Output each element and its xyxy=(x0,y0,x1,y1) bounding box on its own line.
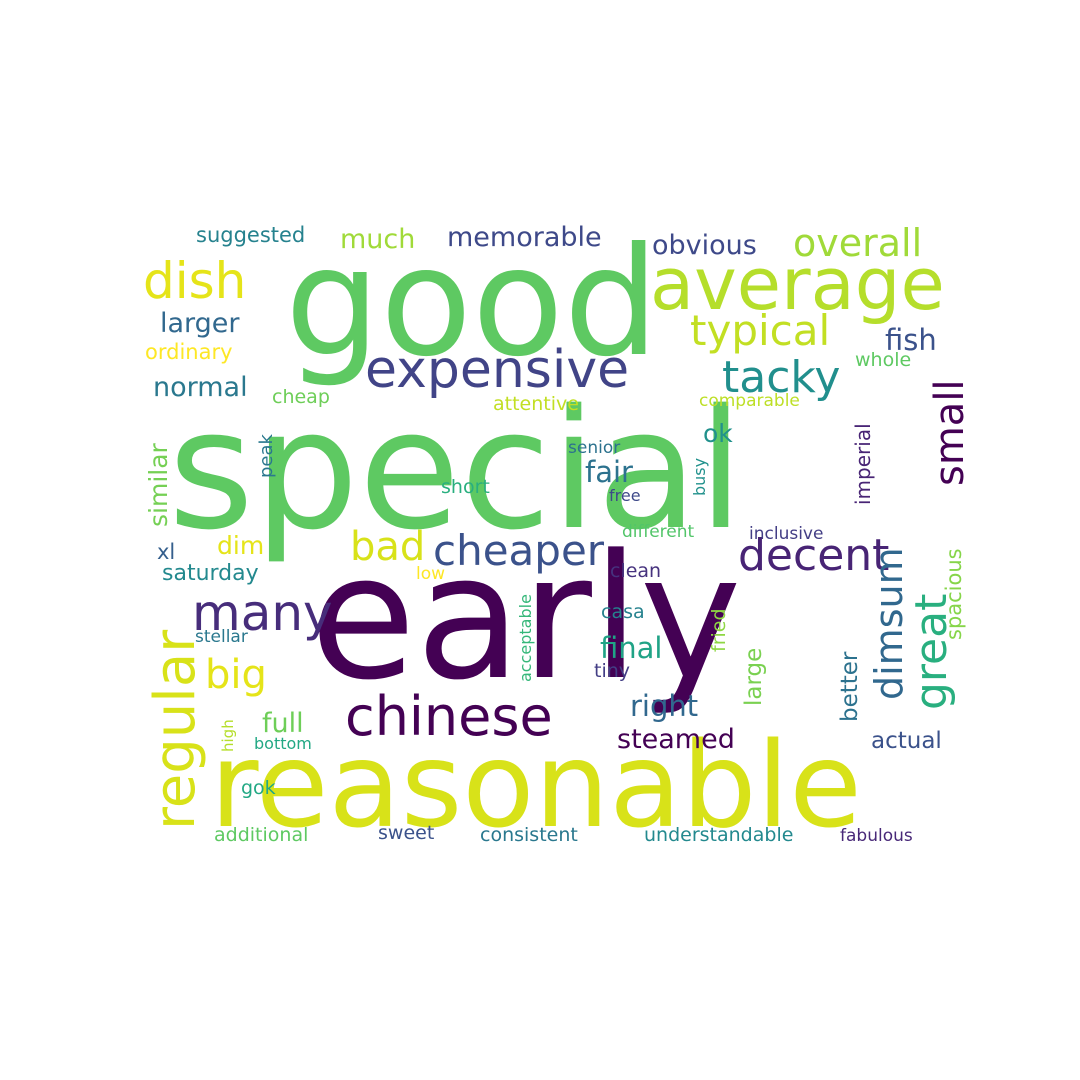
word-sweet: sweet xyxy=(378,822,435,844)
word-gok: gok xyxy=(241,777,276,799)
word-additional: additional xyxy=(214,824,309,846)
word-xl: xl xyxy=(157,540,176,564)
word-fabulous: fabulous xyxy=(840,826,913,846)
word-average: average xyxy=(650,242,945,326)
word-fair: fair xyxy=(585,455,633,489)
word-special: special xyxy=(168,374,744,566)
word-similar: similar xyxy=(144,443,173,527)
word-cheaper: cheaper xyxy=(433,526,605,575)
word-good: good xyxy=(285,216,659,390)
word-bad: bad xyxy=(350,524,426,570)
word-busy: busy xyxy=(690,457,709,496)
word-dim: dim xyxy=(217,531,265,560)
word-better: better xyxy=(837,651,863,722)
word-bottom: bottom xyxy=(254,734,312,753)
word-expensive: expensive xyxy=(365,340,630,400)
word-comparable: comparable xyxy=(699,391,800,411)
word-fried: fried xyxy=(708,608,730,652)
word-chinese: chinese xyxy=(345,685,553,748)
word-low: low xyxy=(416,564,446,584)
word-cheap: cheap xyxy=(272,386,330,408)
word-peak: peak xyxy=(256,434,277,478)
word-tiny: tiny xyxy=(594,660,631,682)
word-free: free xyxy=(609,486,641,505)
word-final: final xyxy=(600,631,663,665)
word-inclusive: inclusive xyxy=(749,524,824,544)
word-obvious: obvious xyxy=(652,230,757,261)
word-dish: dish xyxy=(143,252,247,310)
word-normal: normal xyxy=(153,372,248,403)
word-whole: whole xyxy=(855,349,912,371)
word-fish: fish xyxy=(885,323,937,357)
word-suggested: suggested xyxy=(196,223,306,247)
word-acceptable: acceptable xyxy=(516,594,535,682)
word-right: right xyxy=(630,689,699,723)
word-high: high xyxy=(219,719,237,752)
word-attentive: attentive xyxy=(493,393,579,415)
word-imperial: imperial xyxy=(851,423,875,505)
word-consistent: consistent xyxy=(480,824,578,846)
word-much: much xyxy=(340,224,416,255)
word-steamed: steamed xyxy=(617,724,735,755)
word-spacious: spacious xyxy=(942,548,966,640)
word-reasonable: reasonable xyxy=(210,716,862,854)
word-stellar: stellar xyxy=(195,627,248,647)
word-decent: decent xyxy=(738,530,890,581)
word-tacky: tacky xyxy=(722,352,841,403)
word-understandable: understandable xyxy=(644,824,794,846)
word-senior: senior xyxy=(568,438,621,458)
word-small: small xyxy=(927,379,973,486)
word-actual: actual xyxy=(871,728,942,754)
word-typical: typical xyxy=(690,306,831,355)
word-overall: overall xyxy=(793,221,923,265)
word-big: big xyxy=(205,652,267,698)
word-larger: larger xyxy=(160,308,240,339)
word-ok: ok xyxy=(703,419,733,448)
word-full: full xyxy=(262,708,304,739)
word-clean: clean xyxy=(610,560,662,582)
word-regular: regular xyxy=(143,629,208,830)
word-early: early xyxy=(310,517,742,718)
word-short: short xyxy=(441,476,490,498)
word-ordinary: ordinary xyxy=(145,340,233,364)
word-large: large xyxy=(741,647,767,706)
word-saturday: saturday xyxy=(162,561,259,586)
word-different: different xyxy=(622,522,695,542)
word-casa: casa xyxy=(601,601,645,623)
word-dimsum: dimsum xyxy=(867,547,911,700)
word-memorable: memorable xyxy=(447,222,602,253)
word-many: many xyxy=(192,584,333,642)
